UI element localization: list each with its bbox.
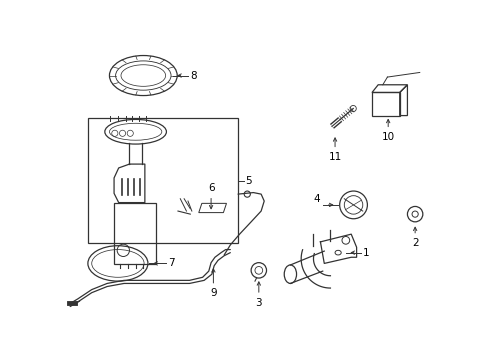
Text: 5: 5 (245, 176, 252, 186)
Text: 9: 9 (210, 288, 217, 298)
Text: 1: 1 (363, 248, 369, 258)
Text: 6: 6 (208, 183, 215, 193)
Text: 3: 3 (255, 298, 262, 308)
Text: 4: 4 (313, 194, 320, 204)
Text: 2: 2 (412, 238, 418, 248)
Text: 10: 10 (382, 132, 395, 142)
Bar (372, 93, 400, 116)
Bar (114, 203, 156, 264)
Bar (88, 118, 238, 243)
Text: 11: 11 (328, 152, 342, 162)
Text: 7: 7 (169, 258, 175, 269)
Text: 8: 8 (190, 71, 196, 81)
